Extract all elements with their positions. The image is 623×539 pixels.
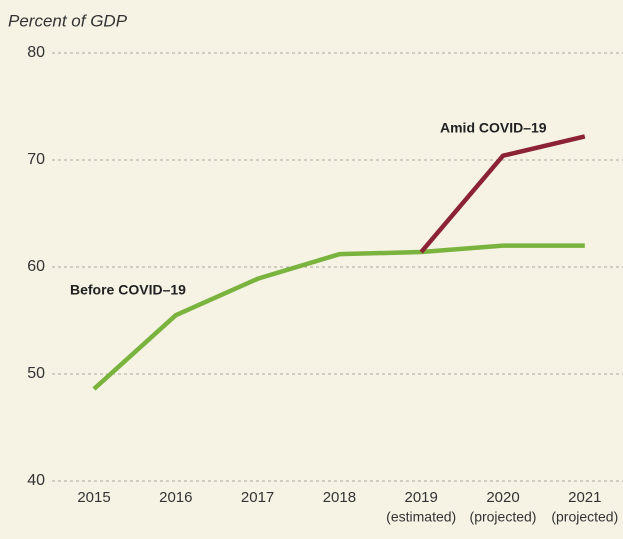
x-tick-label: 2015 <box>77 489 110 506</box>
y-tick-label: 70 <box>27 151 45 168</box>
series-label: Amid COVID–19 <box>440 120 547 136</box>
x-tick-sublabel: (projected) <box>470 509 537 525</box>
y-tick-label: 50 <box>27 365 45 382</box>
x-tick-label: 2017 <box>241 489 274 506</box>
y-tick-label: 40 <box>27 472 45 489</box>
x-tick-label: 2016 <box>159 489 192 506</box>
x-tick-label: 2019 <box>405 489 438 506</box>
x-tick-label: 2018 <box>323 489 356 506</box>
x-tick-label: 2020 <box>486 489 519 506</box>
series-label: Before COVID–19 <box>70 282 186 298</box>
series-line <box>419 134 586 254</box>
x-tick-sublabel: (estimated) <box>386 509 456 525</box>
y-axis-label: Percent of GDP <box>8 11 128 30</box>
x-tick-sublabel: (projected) <box>551 509 618 525</box>
y-tick-label: 80 <box>27 44 45 61</box>
y-tick-label: 60 <box>27 258 45 275</box>
x-tick-label: 2021 <box>568 489 601 506</box>
series-line <box>92 243 585 391</box>
